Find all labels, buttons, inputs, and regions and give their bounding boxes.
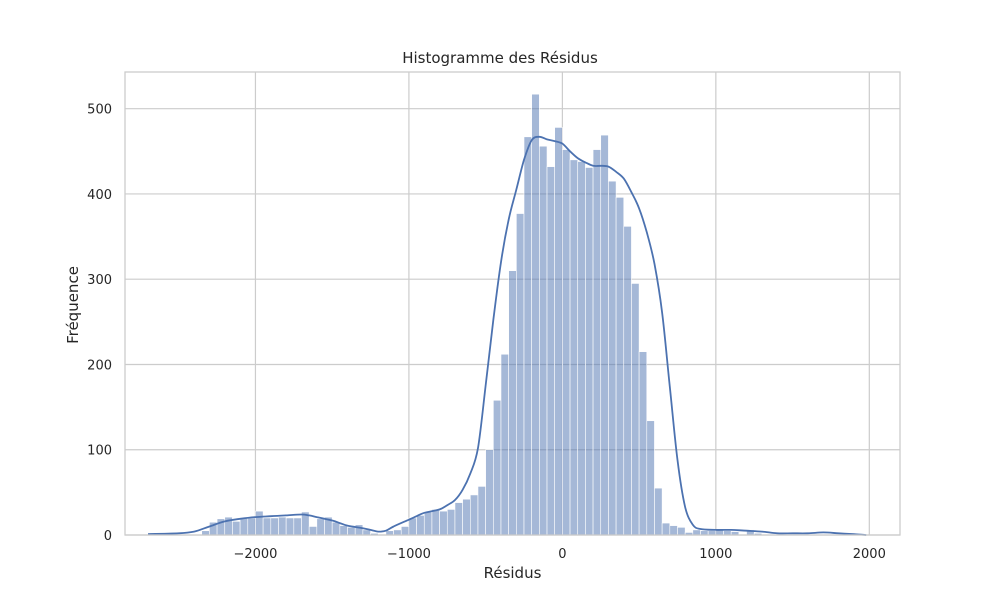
histogram-bar <box>439 510 448 536</box>
histogram-bar <box>600 134 609 536</box>
histogram-bar <box>331 521 341 536</box>
kde-curve <box>147 135 867 536</box>
histogram-bar <box>592 149 602 536</box>
histogram-bar <box>500 353 509 536</box>
x-tick-label: 0 <box>558 547 566 562</box>
y-tick-label: 400 <box>87 188 112 203</box>
x-axis-label: Résidus <box>483 564 542 582</box>
histogram-bar <box>661 522 671 536</box>
histogram-bar <box>293 517 302 536</box>
histogram-bar <box>631 283 640 536</box>
histogram-bar <box>638 351 648 536</box>
histogram-bar <box>562 149 571 536</box>
histogram-bar <box>393 529 402 536</box>
histogram-bar <box>692 529 701 536</box>
histogram-bar <box>362 529 371 536</box>
plot-frame <box>124 71 901 536</box>
y-axis-label: Fréquence <box>64 266 82 344</box>
histogram-bar <box>255 510 264 536</box>
histogram-bar <box>569 159 579 536</box>
y-tick-label: 200 <box>87 358 112 373</box>
histogram-bar <box>446 509 456 536</box>
histogram-bar <box>577 161 586 536</box>
histogram-bar <box>339 525 348 536</box>
histogram-bar <box>654 487 663 536</box>
histogram-bar <box>623 226 632 536</box>
histogram-bar <box>462 498 471 536</box>
histogram-bar <box>423 511 433 536</box>
histogram-bar <box>347 527 356 536</box>
histogram-bar <box>316 518 325 536</box>
x-tick-label: 1000 <box>699 547 732 562</box>
histogram-bar <box>493 399 502 536</box>
histogram-bar <box>270 517 279 536</box>
histogram-bar <box>247 517 256 536</box>
histogram-bar <box>523 136 532 536</box>
x-tick-label: 2000 <box>853 547 886 562</box>
histogram-bar <box>546 166 556 536</box>
histogram-bar <box>508 270 517 536</box>
histogram-bar <box>416 515 425 536</box>
histogram-bar <box>531 93 540 536</box>
histogram-bar <box>469 494 479 536</box>
y-tick-labels: 0 100 200 300 400 500 <box>87 103 112 544</box>
histogram-bar <box>677 527 686 536</box>
histogram-bar <box>308 526 318 536</box>
histogram-bar <box>278 516 287 536</box>
x-tick-labels: −2000 −1000 0 1000 2000 <box>233 547 885 562</box>
y-tick-label: 100 <box>87 444 112 459</box>
histogram-bar <box>477 486 486 536</box>
y-tick-label: 300 <box>87 273 112 288</box>
y-tick-label: 0 <box>104 529 112 544</box>
histogram-bar <box>454 502 463 536</box>
histogram-bar <box>262 517 272 536</box>
histogram-bar <box>232 521 241 536</box>
histogram-bar <box>646 420 655 536</box>
histogram-bar <box>485 449 494 536</box>
histogram-bar <box>400 526 410 536</box>
histogram-bar <box>539 145 548 536</box>
histogram-bar <box>285 517 295 536</box>
histogram-bar <box>408 517 417 536</box>
histogram-bars <box>147 93 839 536</box>
histogram-bar <box>615 197 625 536</box>
y-tick-label: 500 <box>87 103 112 118</box>
chart-title: Histogramme des Résidus <box>402 49 598 67</box>
histogram-bar <box>669 525 678 536</box>
histogram-bar <box>554 127 563 536</box>
histogram-bar <box>585 167 594 536</box>
histogram-bar <box>608 180 617 536</box>
histogram-bar <box>431 509 440 536</box>
x-tick-label: −1000 <box>387 547 431 562</box>
histogram-bar <box>516 213 525 536</box>
x-tick-label: −2000 <box>233 547 277 562</box>
histogram-bar <box>239 517 249 536</box>
